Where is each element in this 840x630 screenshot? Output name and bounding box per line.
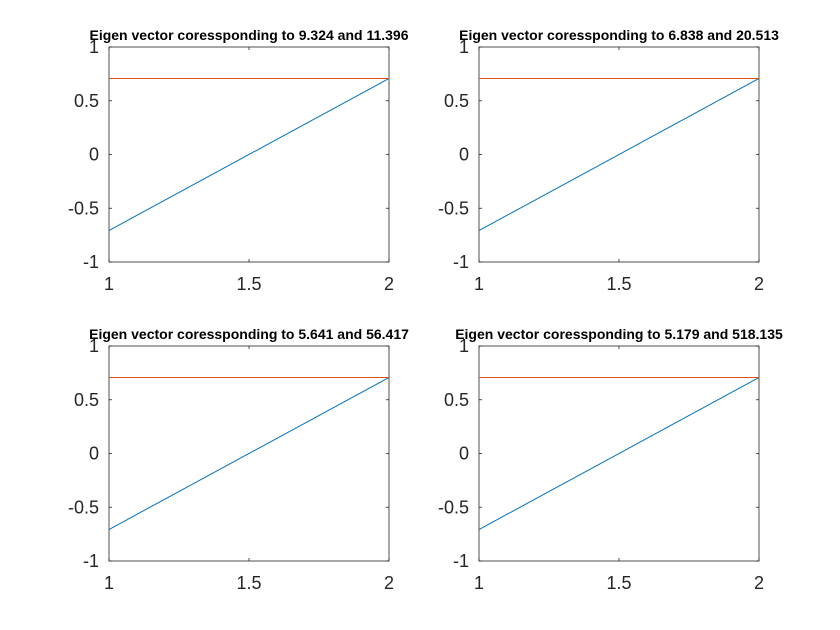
y-tick-label: 0.5: [444, 390, 469, 410]
x-tick-label: 2: [384, 274, 394, 294]
series-line-1: [478, 377, 760, 530]
subplot-title: Eigen vector coressponding to 9.324 and …: [89, 27, 408, 43]
x-tick-label: 2: [384, 573, 394, 593]
y-tick-label: 0: [459, 444, 469, 464]
subplot-title: Eigen vector coressponding to 6.838 and …: [459, 27, 779, 43]
y-tick-label: -1: [83, 252, 99, 272]
y-tick-label: -1: [453, 551, 469, 571]
series-line-1: [478, 78, 760, 231]
x-tick-label: 2: [754, 573, 764, 593]
y-tick-label: 0.5: [74, 390, 99, 410]
x-tick-label: 1.5: [606, 573, 631, 593]
series-line-1: [108, 78, 390, 231]
x-tick-label: 1: [474, 274, 484, 294]
y-tick-label: -1: [453, 252, 469, 272]
x-tick-label: 1.5: [236, 274, 261, 294]
y-tick-label: -0.5: [438, 497, 469, 517]
x-tick-label: 1.5: [606, 274, 631, 294]
y-tick-label: -0.5: [68, 198, 99, 218]
y-tick-label: -0.5: [438, 198, 469, 218]
x-tick-label: 1: [104, 573, 114, 593]
x-tick-label: 1: [474, 573, 484, 593]
y-tick-label: 0.5: [444, 91, 469, 111]
subplot-title: Eigen vector coressponding to 5.179 and …: [455, 326, 783, 342]
series-line-1: [108, 377, 390, 530]
y-tick-label: 0: [459, 145, 469, 165]
y-tick-label: 0: [89, 444, 99, 464]
y-tick-label: 1: [89, 336, 99, 356]
x-tick-label: 1.5: [236, 573, 261, 593]
y-tick-label: -0.5: [68, 497, 99, 517]
y-tick-label: 1: [459, 37, 469, 57]
y-tick-label: 0: [89, 145, 99, 165]
subplot-title: Eigen vector coressponding to 5.641 and …: [89, 326, 409, 342]
y-tick-label: -1: [83, 551, 99, 571]
y-tick-label: 0.5: [74, 91, 99, 111]
x-tick-label: 2: [754, 274, 764, 294]
y-tick-label: 1: [89, 37, 99, 57]
y-tick-label: 1: [459, 336, 469, 356]
x-tick-label: 1: [104, 274, 114, 294]
